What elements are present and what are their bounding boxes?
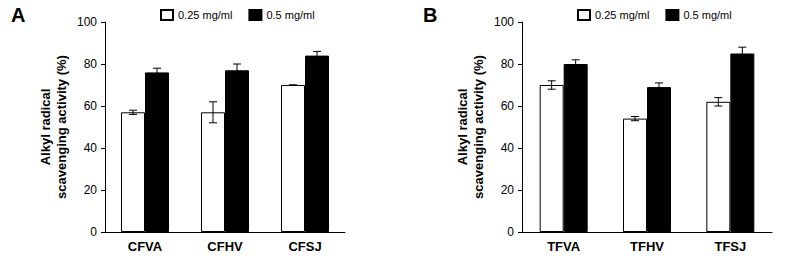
- svg-text:CFSJ: CFSJ: [288, 239, 321, 254]
- svg-text:0.5 mg/ml: 0.5 mg/ml: [266, 9, 314, 21]
- svg-text:TFSJ: TFSJ: [714, 239, 746, 254]
- svg-text:Alkyl radical: Alkyl radical: [38, 89, 53, 166]
- svg-text:0.25 mg/ml: 0.25 mg/ml: [178, 9, 232, 21]
- svg-text:40: 40: [84, 141, 98, 155]
- svg-text:0.5 mg/ml: 0.5 mg/ml: [683, 9, 731, 21]
- svg-text:0.25 mg/ml: 0.25 mg/ml: [595, 9, 649, 21]
- svg-text:A: A: [11, 4, 25, 26]
- svg-text:0: 0: [90, 225, 97, 239]
- svg-text:60: 60: [84, 99, 98, 113]
- svg-text:100: 100: [77, 15, 97, 29]
- svg-text:80: 80: [501, 57, 515, 71]
- svg-text:0: 0: [507, 225, 514, 239]
- svg-text:B: B: [423, 4, 437, 26]
- svg-text:CFHV: CFHV: [207, 239, 243, 254]
- svg-text:100: 100: [494, 15, 514, 29]
- svg-text:40: 40: [501, 141, 515, 155]
- svg-text:Alkyl radical: Alkyl radical: [455, 89, 470, 166]
- svg-text:80: 80: [84, 57, 98, 71]
- svg-text:20: 20: [501, 183, 515, 197]
- svg-text:CFVA: CFVA: [128, 239, 163, 254]
- svg-text:TFHV: TFHV: [630, 239, 664, 254]
- svg-text:scavenging activity (%): scavenging activity (%): [471, 55, 486, 199]
- svg-text:scavenging activity (%): scavenging activity (%): [54, 55, 69, 199]
- svg-text:60: 60: [501, 99, 515, 113]
- svg-text:20: 20: [84, 183, 98, 197]
- svg-text:TFVA: TFVA: [547, 239, 581, 254]
